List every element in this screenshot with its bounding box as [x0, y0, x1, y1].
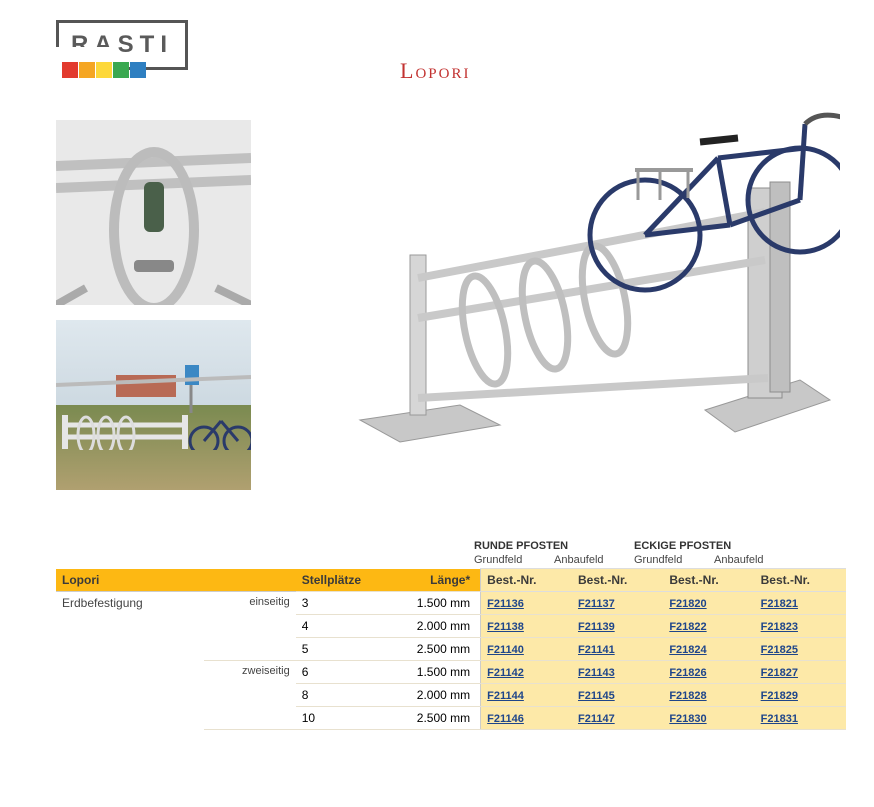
th-laenge: Länge* [380, 569, 480, 592]
logo-square [62, 62, 78, 78]
logo-color-squares [62, 62, 146, 78]
order-code-link[interactable]: F21144 [487, 690, 524, 702]
cell-stell: 6 [296, 661, 380, 684]
table-group-header-row: RUNDE PFOSTEN ECKIGE PFOSTEN [56, 540, 846, 552]
sub-header-grundfeld: Grundfeld [470, 552, 550, 568]
cell-stell: 10 [296, 707, 380, 730]
order-code-link[interactable]: F21829 [761, 690, 798, 702]
logo-square [113, 62, 129, 78]
order-code-link[interactable]: F21137 [578, 598, 615, 610]
th-stellplaetze: Stellplätze [296, 569, 380, 592]
th-bestnr: Best.-Nr. [663, 569, 754, 592]
cell-stell: 4 [296, 615, 380, 638]
detail-product-image [56, 120, 251, 305]
table-sub-header-row: Grundfeld Anbaufeld Grundfeld Anbaufeld [56, 552, 846, 568]
cell-len: 1.500 mm [380, 661, 480, 684]
order-code-link[interactable]: F21823 [761, 621, 798, 633]
order-code-link[interactable]: F21830 [669, 713, 706, 725]
cell-category: Erdbefestigung [56, 592, 204, 730]
cell-stell: 8 [296, 684, 380, 707]
order-code-link[interactable]: F21147 [578, 713, 615, 725]
order-code-link[interactable]: F21136 [487, 598, 524, 610]
scene-product-image [56, 320, 251, 490]
logo-square [96, 62, 112, 78]
order-code-link[interactable]: F21820 [669, 598, 706, 610]
th-bestnr: Best.-Nr. [755, 569, 846, 592]
logo-square [79, 62, 95, 78]
order-code-link[interactable]: F21141 [578, 644, 615, 656]
cell-len: 1.500 mm [380, 592, 480, 615]
order-code-link[interactable]: F21827 [761, 667, 798, 679]
cell-einseitig: einseitig [204, 592, 295, 661]
order-code-link[interactable]: F21831 [761, 713, 798, 725]
th-lopori: Lopori [56, 569, 296, 592]
order-code-link[interactable]: F21822 [669, 621, 706, 633]
group-header-runde: RUNDE PFOSTEN [470, 540, 630, 552]
cell-len: 2.000 mm [380, 684, 480, 707]
order-code-link[interactable]: F21824 [669, 644, 706, 656]
logo-square [130, 62, 146, 78]
th-bestnr: Best.-Nr. [572, 569, 663, 592]
order-code-link[interactable]: F21146 [487, 713, 524, 725]
cell-len: 2.500 mm [380, 638, 480, 661]
logo-text: RASTI [71, 31, 173, 59]
order-code-link[interactable]: F21828 [669, 690, 706, 702]
th-bestnr: Best.-Nr. [481, 569, 572, 592]
table-row: Erdbefestigung einseitig 3 1.500 mm F211… [56, 592, 846, 615]
cell-zweiseitig: zweiseitig [204, 661, 295, 730]
cell-len: 2.000 mm [380, 615, 480, 638]
table-header-row: Lopori Stellplätze Länge* Best.-Nr. Best… [56, 569, 846, 592]
order-code-link[interactable]: F21143 [578, 667, 615, 679]
order-code-link[interactable]: F21826 [669, 667, 706, 679]
order-code-link[interactable]: F21139 [578, 621, 615, 633]
cell-stell: 3 [296, 592, 380, 615]
order-code-link[interactable]: F21145 [578, 690, 615, 702]
order-code-link[interactable]: F21142 [487, 667, 524, 679]
sub-header-anbaufeld: Anbaufeld [550, 552, 630, 568]
cell-stell: 5 [296, 638, 380, 661]
order-code-link[interactable]: F21825 [761, 644, 798, 656]
sub-header-grundfeld: Grundfeld [630, 552, 710, 568]
cell-len: 2.500 mm [380, 707, 480, 730]
order-code-link[interactable]: F21138 [487, 621, 524, 633]
group-header-eckige: ECKIGE PFOSTEN [630, 540, 790, 552]
hero-product-image [300, 60, 840, 450]
sub-header-anbaufeld: Anbaufeld [710, 552, 790, 568]
order-code-link[interactable]: F21821 [761, 598, 798, 610]
product-table: RUNDE PFOSTEN ECKIGE PFOSTEN Grundfeld A… [56, 540, 846, 730]
logo: RASTI [56, 20, 226, 70]
order-code-link[interactable]: F21140 [487, 644, 524, 656]
